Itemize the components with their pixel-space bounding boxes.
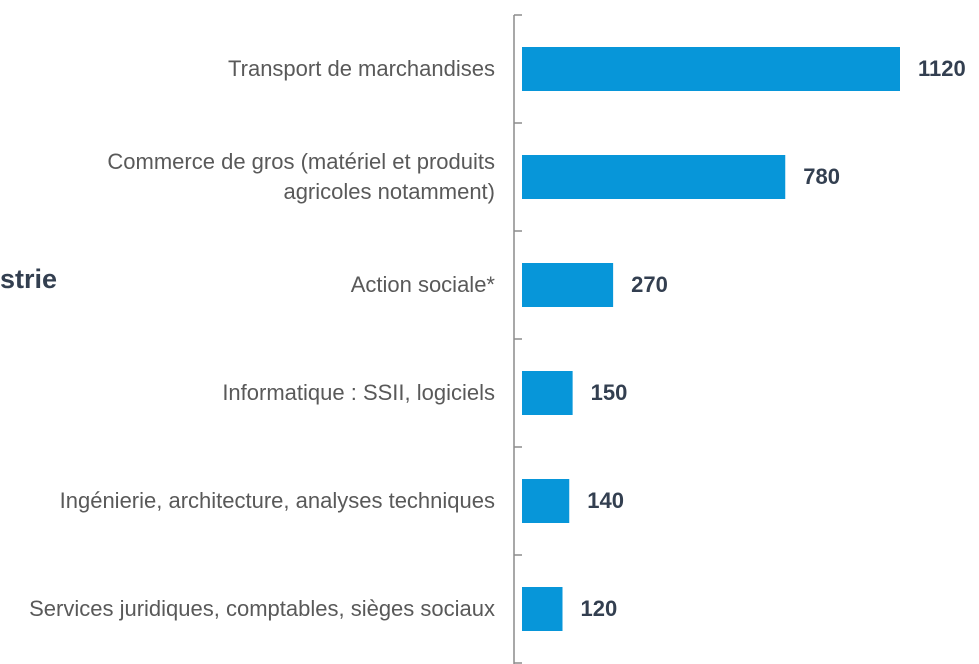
category-text: Services juridiques, comptables, sièges … (29, 596, 495, 621)
category-label: Commerce de gros (matériel et produits a… (25, 123, 495, 231)
value-label: 1120 (918, 56, 966, 81)
value-label: 140 (587, 488, 624, 513)
category-text: Commerce de gros (matériel et produits a… (107, 149, 495, 204)
category-label: Action sociale* (25, 231, 495, 339)
category-text: Ingénierie, architecture, analyses techn… (59, 488, 495, 513)
bar (522, 263, 614, 307)
category-label: Transport de marchandises (25, 15, 495, 123)
category-label: Informatique : SSII, logiciels (25, 339, 495, 447)
category-label: Ingénierie, architecture, analyses techn… (25, 447, 495, 555)
category-text: Transport de marchandises (228, 56, 495, 81)
category-text: Informatique : SSII, logiciels (222, 380, 495, 405)
bar (522, 587, 563, 631)
bar (522, 479, 570, 523)
bar (522, 371, 573, 415)
value-label: 780 (803, 164, 840, 189)
value-label: 270 (631, 272, 668, 297)
annotation: strie (0, 264, 58, 294)
bar (522, 155, 786, 199)
bar (522, 47, 900, 91)
category-text: Action sociale* (350, 272, 495, 297)
value-label: 150 (591, 380, 628, 405)
category-label: Services juridiques, comptables, sièges … (25, 555, 495, 663)
value-label: 120 (581, 596, 618, 621)
